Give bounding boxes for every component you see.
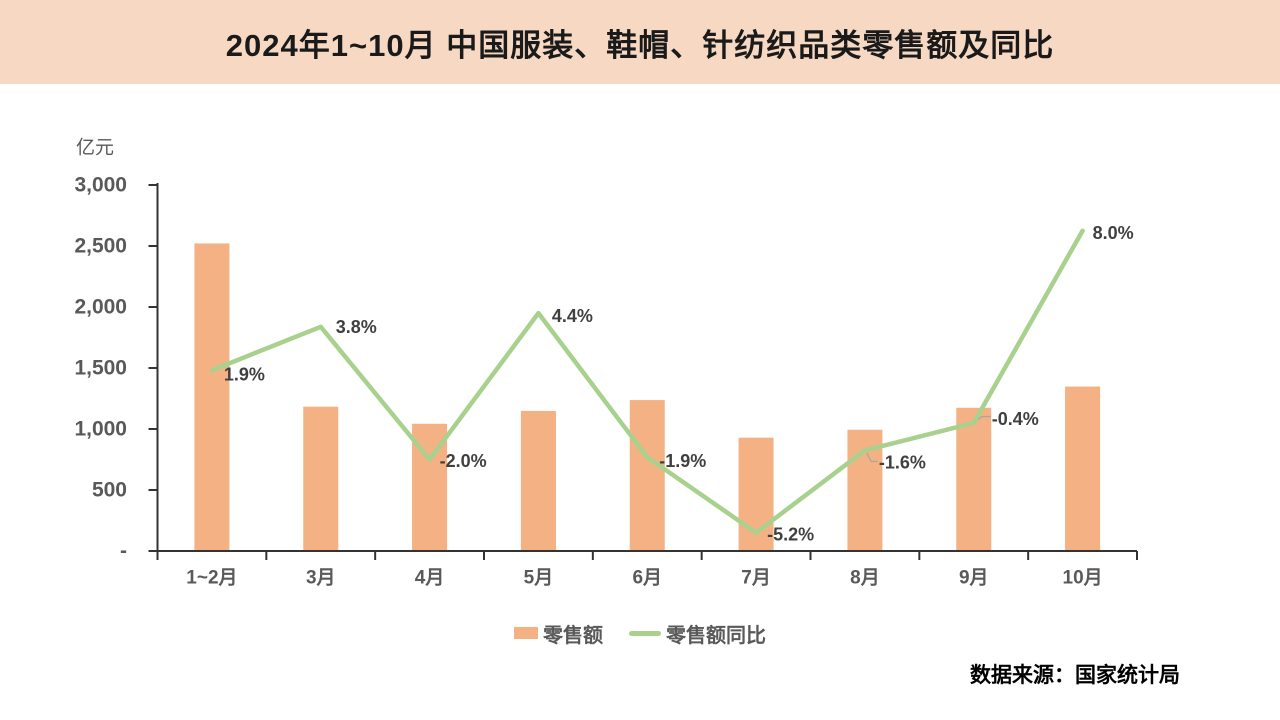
y-tick-label: 1,500 (74, 357, 127, 380)
x-tick-label: 1~2月 (186, 568, 237, 589)
y-tick-label: 500 (92, 479, 127, 502)
yoy-label-9: 8.0% (1093, 223, 1134, 243)
bar-2 (303, 406, 339, 551)
yoy-label-2: 3.8% (336, 317, 377, 337)
legend-item-retail: 零售额 (514, 619, 603, 648)
x-tick-label: 8月 (850, 568, 880, 589)
yoy-label-3: -2.0% (440, 451, 487, 471)
source-note: 数据来源：国家统计局 (970, 664, 1180, 687)
y-tick-label: - (120, 540, 127, 563)
y-tick-label: 2,500 (74, 235, 127, 258)
yoy-label-5: -1.9% (659, 451, 706, 471)
bar-1 (194, 243, 230, 552)
yoy-label-4: 4.4% (552, 306, 593, 326)
bar-4 (520, 410, 556, 551)
x-tick-label: 3月 (306, 568, 336, 589)
bar-5 (629, 400, 665, 551)
yoy-label-7: -1.6% (879, 452, 926, 472)
y-tick-label: 3,000 (74, 174, 127, 197)
bar-swatch-icon (514, 627, 538, 639)
legend-item-yoy: 零售额同比 (629, 619, 766, 648)
legend-label-retail: 零售额 (543, 624, 603, 647)
x-tick-label: 10月 (1063, 568, 1103, 589)
legend: 零售额 零售额同比 (0, 619, 1280, 648)
x-tick-label: 4月 (415, 568, 445, 589)
x-tick-label: 6月 (632, 568, 662, 589)
y-tick-label: 1,000 (74, 418, 127, 441)
y-axis-unit-label: 亿元 (76, 137, 114, 159)
y-tick-label: 2,000 (74, 296, 127, 319)
bar-8 (956, 407, 992, 551)
x-tick-label: 7月 (741, 568, 771, 589)
legend-label-yoy: 零售额同比 (666, 624, 766, 647)
x-tick-label: 5月 (524, 568, 554, 589)
chart-title: 2024年1~10月 中国服装、鞋帽、针纺织品类零售额及同比 (225, 27, 1055, 63)
x-tick-label: 9月 (959, 568, 989, 589)
yoy-label-6: -5.2% (767, 525, 814, 545)
bar-9 (1065, 386, 1101, 551)
yoy-label-8: -0.4% (992, 409, 1039, 429)
label-leader-line (866, 452, 878, 463)
title-banner: 2024年1~10月 中国服装、鞋帽、针纺织品类零售额及同比 (0, 0, 1280, 84)
yoy-line (209, 228, 1085, 535)
yoy-label-1: 1.9% (224, 364, 265, 384)
line-swatch-icon (629, 630, 661, 636)
